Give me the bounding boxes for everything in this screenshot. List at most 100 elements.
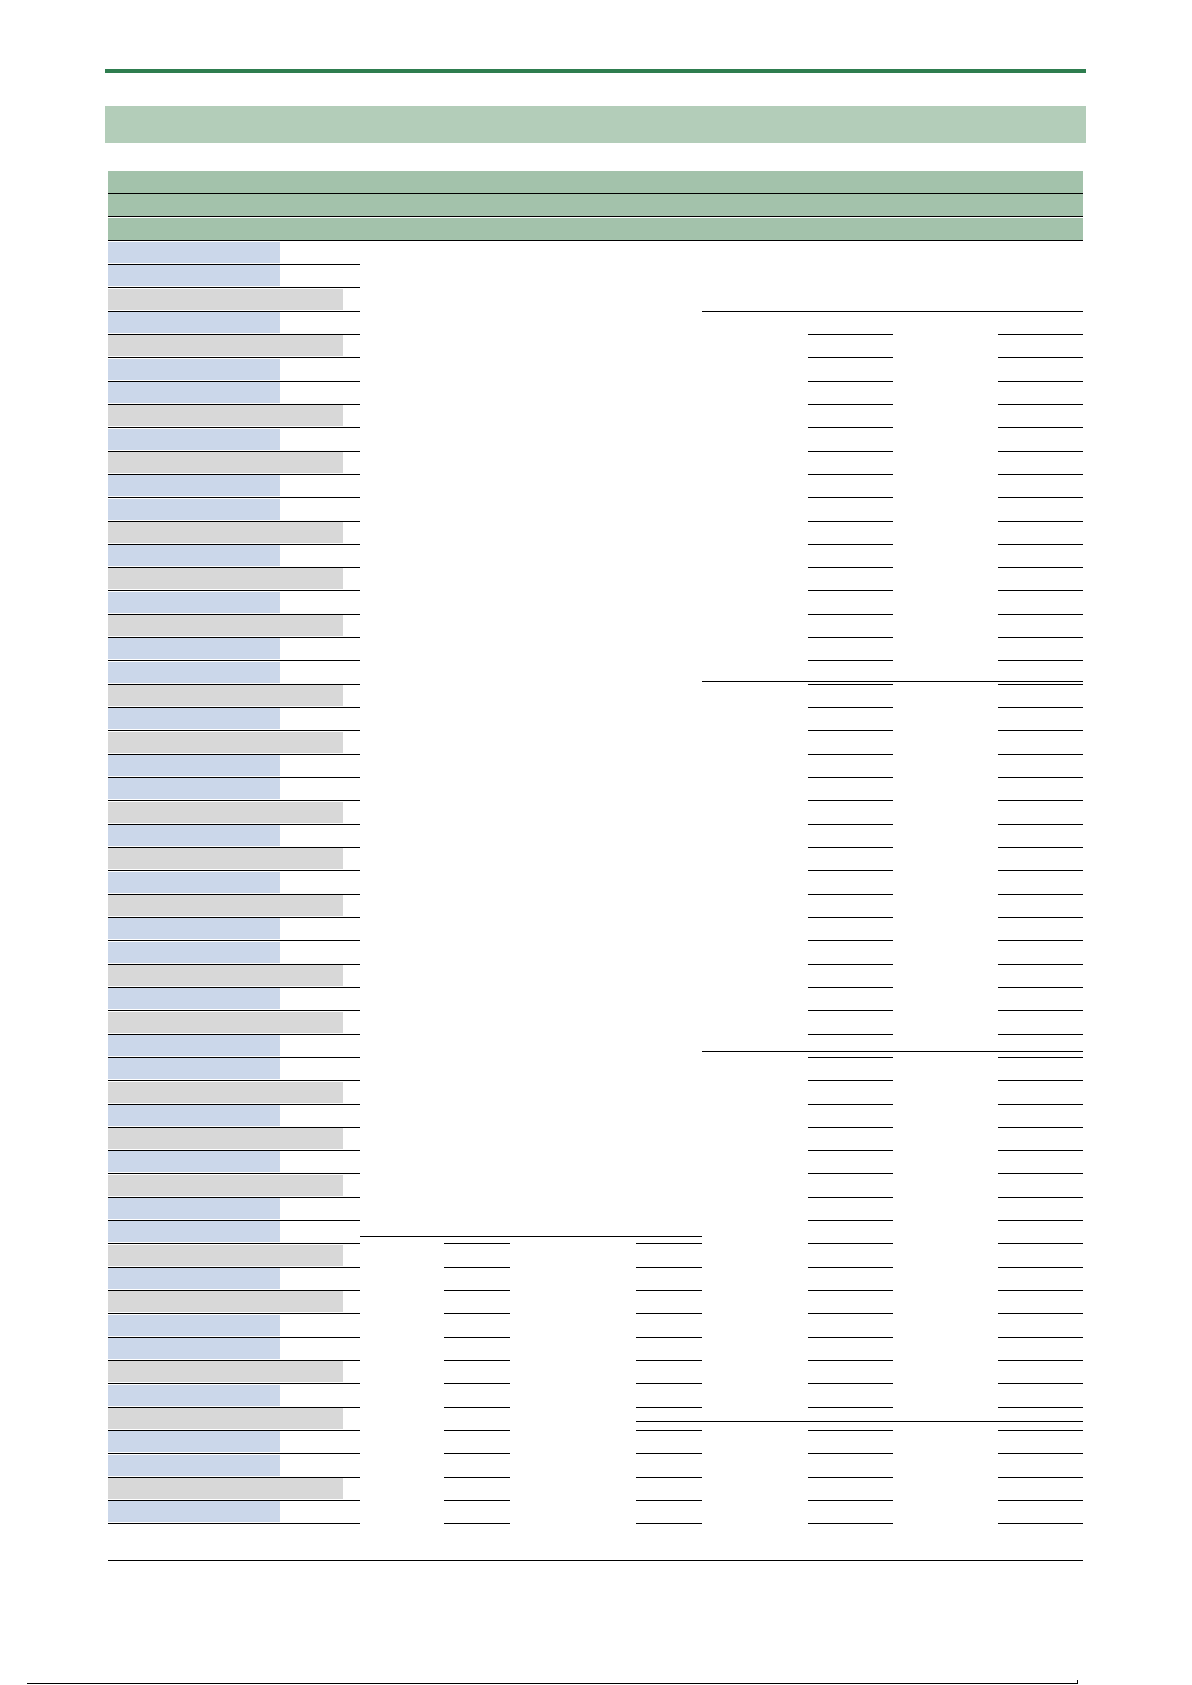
table-row-label <box>108 755 280 776</box>
value-cell-rule <box>808 544 893 545</box>
value-cell-rule <box>444 1523 510 1524</box>
value-cell-rule <box>998 1010 1083 1011</box>
table-row-label <box>108 1128 343 1149</box>
value-cell-rule <box>808 1034 893 1035</box>
table-row-rule <box>108 1430 360 1431</box>
value-cell-rule <box>998 427 1083 428</box>
table-row-label <box>108 942 280 963</box>
table-row-rule <box>108 730 360 731</box>
value-cell-rule <box>998 660 1083 661</box>
value-cell-rule <box>998 1337 1083 1338</box>
value-cell-rule <box>998 1360 1083 1361</box>
value-cell-rule <box>998 1477 1083 1478</box>
value-cell-rule <box>998 847 1083 848</box>
value-cell-rule <box>998 777 1083 778</box>
table-row-rule <box>108 917 360 918</box>
table-row-label <box>108 1385 280 1406</box>
table-row-label <box>108 965 343 986</box>
table-row-rule <box>108 754 360 755</box>
table-row-rule <box>108 1220 360 1221</box>
table-row-rule <box>108 404 360 405</box>
value-cell-rule <box>998 521 1083 522</box>
value-cell-rule <box>998 684 1083 685</box>
table-row-rule <box>108 1127 360 1128</box>
value-cell-rule <box>808 1197 893 1198</box>
value-cell-rule <box>808 474 893 475</box>
table-row-rule <box>108 590 360 591</box>
table-row-label <box>108 1175 343 1196</box>
value-cell-rule <box>444 1453 510 1454</box>
value-cell-rule <box>636 1477 702 1478</box>
value-cell-rule <box>808 800 893 801</box>
table-header-row <box>108 218 1083 240</box>
value-cell-rule <box>808 1127 893 1128</box>
footer-rule <box>27 1683 1077 1684</box>
table-row-rule <box>108 1523 360 1524</box>
value-cell-rule <box>444 1313 510 1314</box>
value-cell-rule <box>998 357 1083 358</box>
table-row-rule <box>108 357 360 358</box>
value-cell-rule <box>808 637 893 638</box>
top-accent-rule <box>105 69 1086 73</box>
value-cell-rule <box>444 1337 510 1338</box>
value-cell-rule <box>998 1267 1083 1268</box>
table-row-label <box>108 708 280 729</box>
table-row-rule <box>108 1500 360 1501</box>
value-cell-rule <box>998 707 1083 708</box>
table-row-rule <box>108 1034 360 1035</box>
table-row-rule <box>108 964 360 965</box>
value-cell-rule <box>998 637 1083 638</box>
table-row-rule <box>108 800 360 801</box>
value-cell-rule <box>998 567 1083 568</box>
value-cell-rule <box>998 404 1083 405</box>
value-cell-rule <box>998 917 1083 918</box>
value-cell-rule <box>808 1080 893 1081</box>
table-row-label <box>108 242 280 263</box>
value-cell-rule <box>808 451 893 452</box>
table-row-label <box>108 872 280 893</box>
table-row-label <box>108 1268 280 1289</box>
table-row-label <box>108 1431 280 1452</box>
table-row-label <box>108 825 280 846</box>
value-cell-rule <box>998 1220 1083 1221</box>
table-row-label <box>108 988 280 1009</box>
value-cell-rule <box>808 1360 893 1361</box>
value-cell-rule <box>998 730 1083 731</box>
value-cell-rule <box>808 404 893 405</box>
section-heading-band <box>105 106 1086 143</box>
table-row-label <box>108 289 343 310</box>
table-row-rule <box>108 987 360 988</box>
value-cell-rule <box>808 964 893 965</box>
value-cell-rule <box>808 707 893 708</box>
table-row-rule <box>108 847 360 848</box>
value-cell-rule <box>808 357 893 358</box>
value-cell-rule <box>636 1313 702 1314</box>
value-cell-rule <box>998 1034 1083 1035</box>
table-row-label <box>108 685 343 706</box>
value-cell-rule <box>998 1243 1083 1244</box>
table-row-rule <box>108 287 360 288</box>
value-cell-rule <box>808 917 893 918</box>
value-cell-rule <box>998 894 1083 895</box>
table-row-rule <box>108 1407 360 1408</box>
table-row-rule <box>108 894 360 895</box>
group-separator-rule <box>702 311 1083 312</box>
value-cell-rule <box>636 1337 702 1338</box>
value-cell-rule <box>444 1383 510 1384</box>
group-separator-rule <box>360 1236 702 1237</box>
value-cell-rule <box>808 1220 893 1221</box>
value-cell-rule <box>998 614 1083 615</box>
table-row-rule <box>108 544 360 545</box>
value-cell-rule <box>808 684 893 685</box>
value-cell-rule <box>808 847 893 848</box>
table-row-label <box>108 918 280 939</box>
table-row-rule <box>108 707 360 708</box>
table-row-rule <box>108 1150 360 1151</box>
value-cell-rule <box>998 1523 1083 1524</box>
table-row-rule <box>108 311 360 312</box>
value-cell-rule <box>808 1150 893 1151</box>
table-row-label <box>108 1221 280 1242</box>
value-cell-rule <box>808 1477 893 1478</box>
table-row-label <box>108 1338 280 1359</box>
value-cell-rule <box>444 1500 510 1501</box>
